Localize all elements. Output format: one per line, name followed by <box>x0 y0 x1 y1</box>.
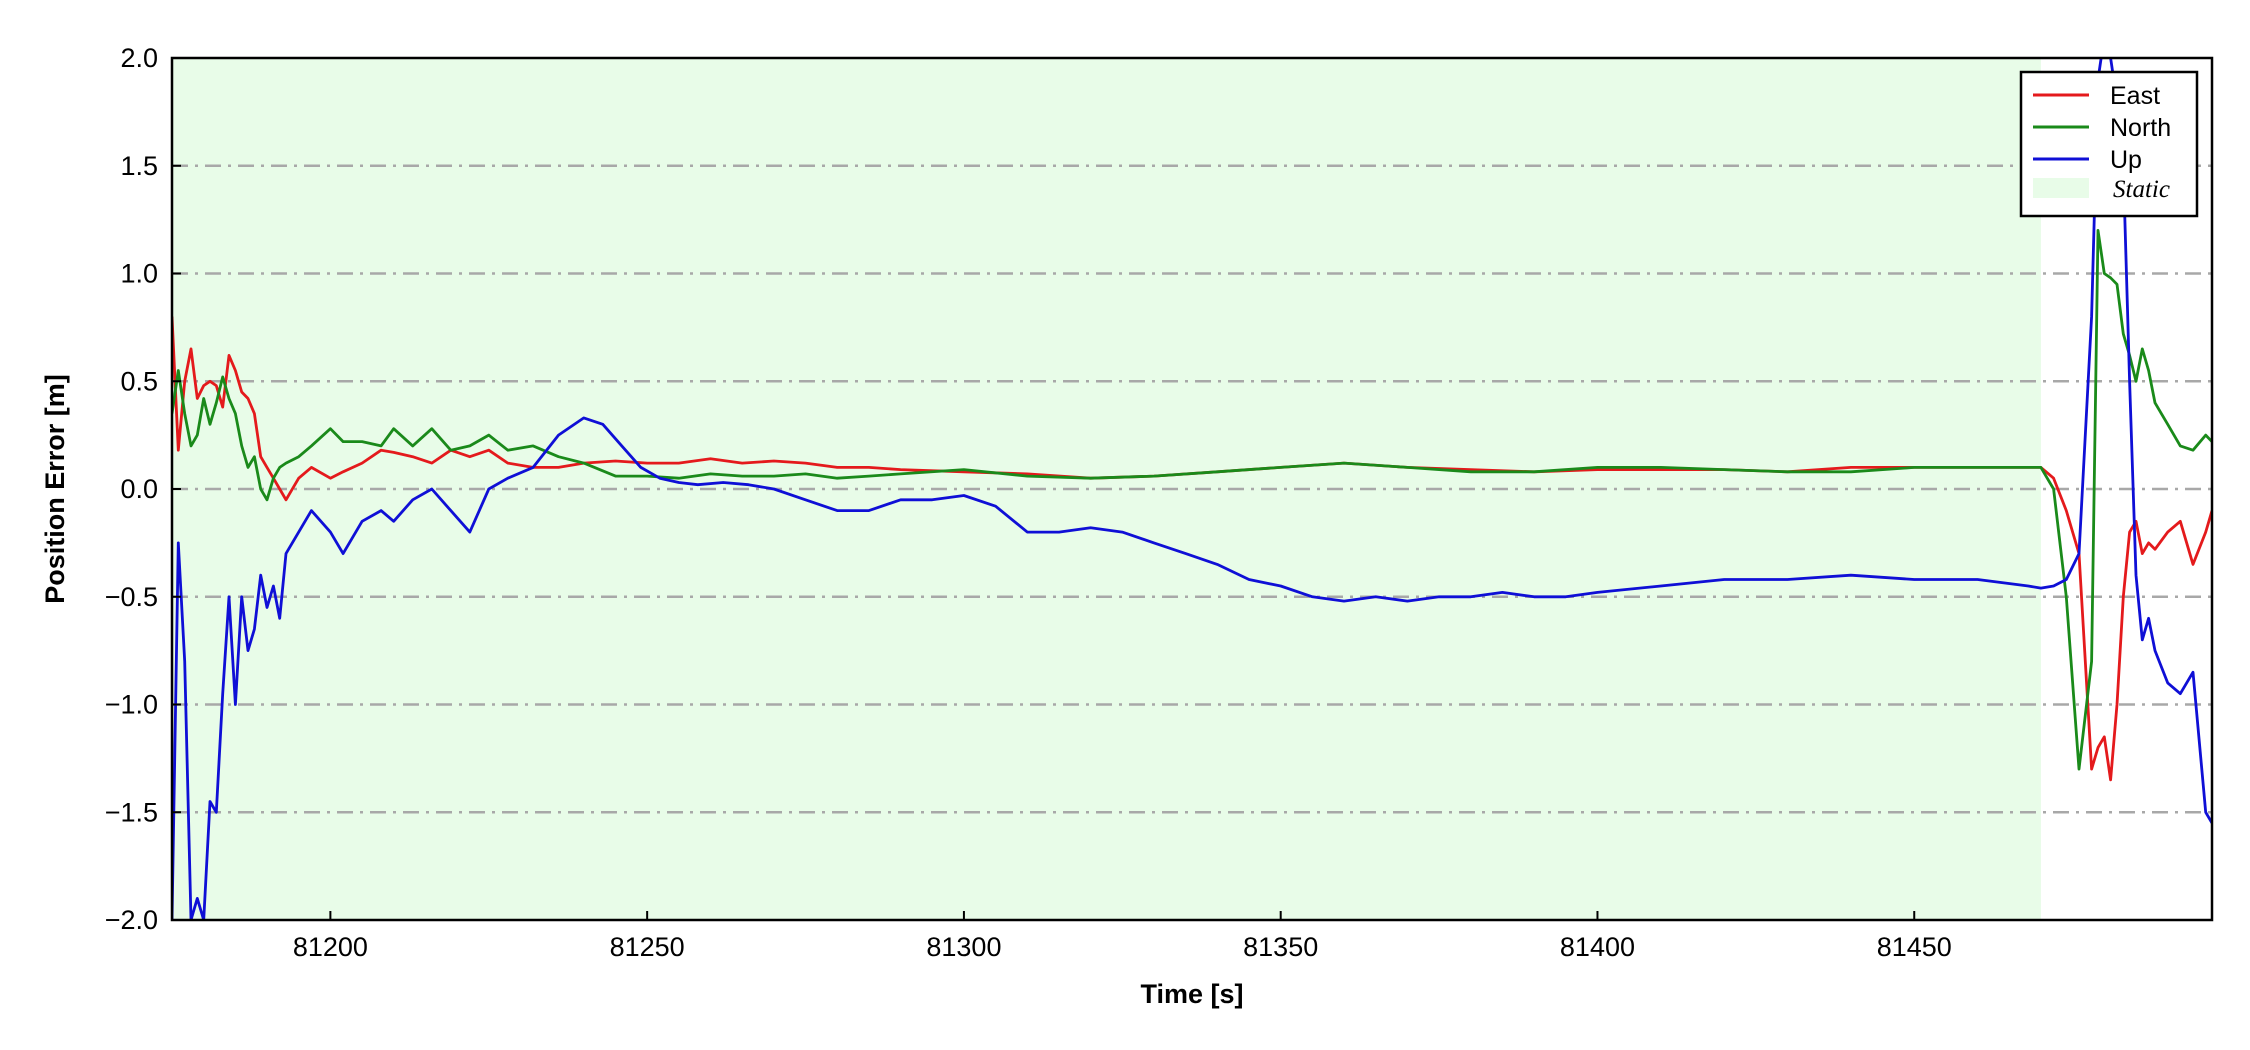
y-tick-label: 1.5 <box>120 151 158 181</box>
y-tick-label: −1.5 <box>105 797 158 827</box>
x-tick-label: 81300 <box>926 932 1001 962</box>
y-tick-label: 1.0 <box>120 259 158 289</box>
y-tick-label: 0.5 <box>120 366 158 396</box>
y-axis-label: Position Error [m] <box>40 374 70 604</box>
y-tick-label: −1.0 <box>105 690 158 720</box>
y-tick-label: 2.0 <box>120 43 158 73</box>
x-tick-label: 81200 <box>293 932 368 962</box>
y-tick-label: −2.0 <box>105 905 158 935</box>
legend-label-north: North <box>2110 114 2171 142</box>
legend-static-swatch <box>2033 178 2089 198</box>
legend-static-label: Static <box>2113 176 2170 203</box>
legend-label-up: Up <box>2110 146 2142 174</box>
x-axis-label: Time [s] <box>1140 979 1243 1009</box>
y-tick-label: 0.0 <box>120 474 158 504</box>
x-tick-label: 81350 <box>1243 932 1318 962</box>
series-line-east <box>172 316 2212 782</box>
series-line-up <box>172 58 2212 920</box>
y-tick-label: −0.5 <box>105 582 158 612</box>
legend: East North Up Static <box>2019 70 2199 218</box>
x-tick-label: 81400 <box>1560 932 1635 962</box>
legend-label-east: East <box>2110 82 2160 110</box>
series-line-north <box>172 228 2212 771</box>
x-tick-label: 81450 <box>1877 932 1952 962</box>
x-tick-label: 81250 <box>610 932 685 962</box>
